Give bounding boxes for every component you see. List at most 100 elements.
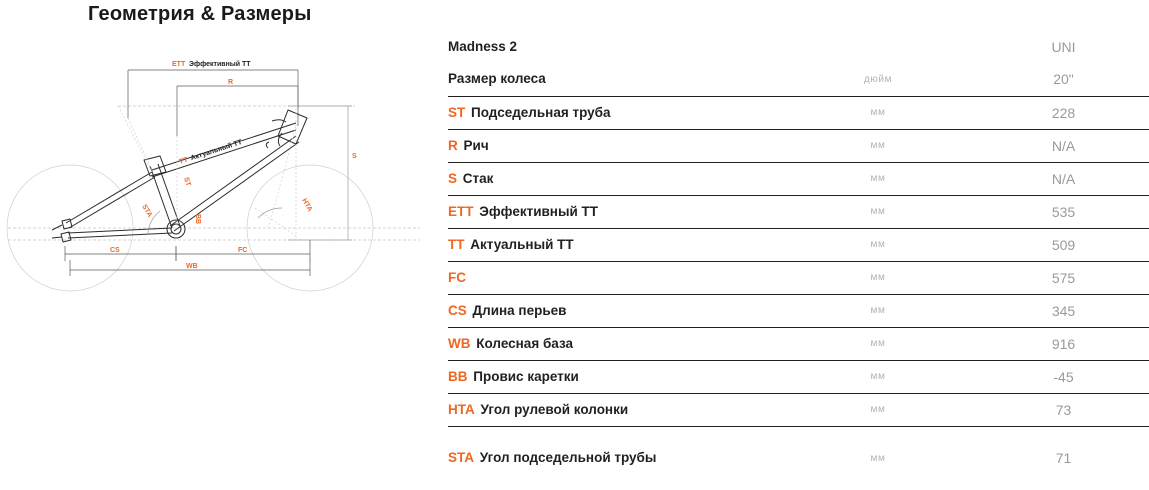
tt-code-label: TT [178,156,189,166]
spec-name-cell: HTA Угол рулевой колонки [448,393,778,426]
construction-lines [117,105,297,240]
spec-code-label: WB [448,335,471,351]
spec-name-cell: WB Колесная база [448,327,778,360]
spec-unit-cell: мм [870,371,886,382]
table-row: R Рич мм N/A [448,129,1149,162]
spec-name-cell: R Рич [448,129,778,162]
wb-label: WB [186,263,198,270]
spec-value-cell: 575 [1051,269,1076,286]
table-row: TT Актуальный ТТ мм 509 [448,228,1149,261]
spec-code-label: FC [448,269,466,285]
spec-unit-cell: мм [870,305,886,316]
header-unit-cell [778,30,978,63]
tt-label-group: TT Актуальный ТТ [178,138,243,166]
table-row: BB Провис каретки мм -45 [448,360,1149,393]
spec-unit-cell: мм [870,404,886,415]
spec-name-label: Эффективный ТТ [479,203,599,219]
spec-name-cell: S Стак [448,162,778,195]
spec-code-label: BB [448,368,468,384]
table-row: ETT Эффективный ТТ мм 535 [448,195,1149,228]
geometry-spec-table: Madness 2 UNI Размер колеса дюйм 20" ST Под… [448,30,1149,490]
spec-unit-cell: мм [870,239,886,250]
spec-code-label: R [448,137,458,153]
table-row: CS Длина перьев мм 345 [448,294,1149,327]
wb-dimension [69,260,311,276]
spec-code-label: ETT [448,203,474,219]
spec-table-body: Madness 2 UNI Размер колеса дюйм 20" ST Под… [448,30,1149,490]
hta-label: HTA [300,198,313,214]
fc-dimension [175,240,311,261]
fc-label: FC [238,247,247,254]
spec-unit-cell: мм [870,338,886,349]
st-label: ST [182,176,192,187]
spec-name-cell: ETT Эффективный ТТ [448,195,778,228]
spec-unit-cell: мм [870,173,886,184]
table-header-row: Madness 2 UNI [448,30,1149,63]
angle-arcs [147,207,283,236]
spec-value-cell: 345 [1051,302,1076,319]
spec-name-label: Угол рулевой колонки [480,401,629,417]
spec-name-label: Провис каретки [473,368,579,384]
spec-code-label: S [448,170,458,186]
spec-value-cell: N/A [1051,137,1076,154]
page-title: Геометрия & Размеры [88,3,312,25]
s-dimension [288,105,352,241]
spec-name-cell: Размер колеса [448,63,778,96]
spec-name-cell: ST Подседельная труба [448,96,778,129]
sta-label: STA [140,204,153,219]
spec-value-cell: 916 [1051,335,1076,352]
spec-name-label: Размер колеса [448,71,546,87]
spec-code-label: HTA [448,401,475,417]
table-row: FC мм 575 [448,261,1149,294]
spec-value-cell: N/A [1051,170,1076,187]
size-label-cell: UNI [1051,38,1076,55]
cs-dimension [64,246,177,261]
table-row: HTA Угол рулевой колонки мм 73 [448,393,1149,426]
cs-label: CS [110,247,120,254]
spec-value-cell: 73 [1055,401,1072,418]
model-name-cell: Madness 2 [448,38,518,54]
bike-geometry-diagram: ETT Эффективный ТТ R S [0,48,430,308]
table-row: Размер колеса дюйм 20" [448,63,1149,96]
spec-value-cell: 20" [1053,71,1074,88]
spec-value-cell: 228 [1051,104,1076,121]
r-dimension [176,85,299,136]
table-row: STA Угол подседельной трубы мм 71 [448,426,1149,490]
ett-code-label: ETT [172,61,186,68]
spec-name-label: Рич [463,137,489,153]
spec-name-label: Стак [462,170,494,186]
spec-name-cell: STA Угол подседельной трубы [448,426,778,490]
spec-unit-cell: дюйм [863,73,893,85]
r-label: R [228,79,233,86]
spec-name-label: Колесная база [476,335,573,351]
ett-dimension [127,69,299,126]
table-row: ST Подседельная труба мм 228 [448,96,1149,129]
spec-unit-cell: мм [870,107,886,118]
spec-value-cell: 509 [1051,236,1076,253]
s-label: S [352,153,357,160]
spec-name-label: Подседельная труба [471,104,611,120]
frame-outline [51,109,308,243]
spec-unit-cell: мм [870,206,886,217]
spec-name-cell: BB Провис каретки [448,360,778,393]
spec-value-cell: 535 [1051,203,1076,220]
table-row: S Стак мм N/A [448,162,1149,195]
spec-code-label: CS [448,302,467,318]
spec-unit-cell: мм [870,272,886,283]
bb-label: BB [194,214,201,224]
spec-code-label: ST [448,104,466,120]
spec-unit-cell: мм [870,140,886,151]
spec-name-cell: TT Актуальный ТТ [448,228,778,261]
spec-name-label: Длина перьев [472,302,567,318]
spec-name-cell: FC [448,261,778,294]
spec-name-label: Актуальный ТТ [470,236,574,252]
hta-arc [257,207,283,219]
ett-text-label: Эффективный ТТ [189,60,251,68]
spec-code-label: STA [448,450,474,466]
spec-unit-cell: мм [870,452,886,464]
spec-name-cell: CS Длина перьев [448,294,778,327]
sta-arc [147,210,161,236]
spec-value-cell: 71 [1055,450,1072,467]
spec-name-label: Угол подседельной трубы [479,450,657,466]
spec-value-cell: -45 [1053,368,1074,385]
